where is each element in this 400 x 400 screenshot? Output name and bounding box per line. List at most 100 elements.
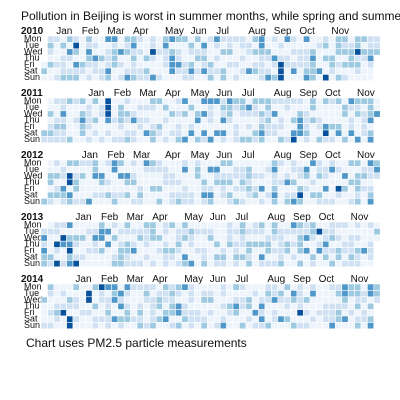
- day-cell: [361, 260, 367, 266]
- day-cell: [310, 68, 316, 74]
- day-cell: [335, 104, 341, 110]
- day-cell: [220, 166, 226, 172]
- day-cell: [118, 166, 124, 172]
- day-cell: [60, 117, 66, 123]
- day-cell: [220, 124, 226, 130]
- day-cell: [355, 297, 361, 303]
- day-cell: [99, 316, 105, 322]
- month-label: Nov: [351, 274, 369, 285]
- day-cell: [188, 136, 194, 142]
- day-cell: [355, 316, 361, 322]
- day-cell: [79, 136, 85, 142]
- day-cell: [182, 228, 188, 234]
- day-cell: [297, 49, 303, 55]
- day-cell: [303, 297, 309, 303]
- day-cell: [111, 192, 117, 198]
- day-cell: [316, 160, 322, 166]
- day-cell: [284, 248, 290, 254]
- day-cell: [156, 62, 162, 68]
- day-cell: [137, 136, 143, 142]
- day-cell: [67, 310, 73, 316]
- day-cell: [143, 254, 149, 260]
- day-cell: [118, 186, 124, 192]
- day-cell: [54, 74, 60, 80]
- day-cell: [92, 111, 98, 117]
- day-cell: [124, 290, 130, 296]
- day-cell: [323, 160, 329, 166]
- day-cell: [156, 316, 162, 322]
- day-cell: [188, 248, 194, 254]
- day-cell: [137, 297, 143, 303]
- day-cell: [259, 297, 265, 303]
- day-cell: [348, 74, 354, 80]
- day-cell: [361, 297, 367, 303]
- day-cell: [291, 42, 297, 48]
- day-cell: [329, 322, 335, 328]
- day-cell: [111, 136, 117, 142]
- day-cell: [355, 290, 361, 296]
- day-cell: [73, 248, 79, 254]
- day-cell: [355, 310, 361, 316]
- day-cell: [361, 228, 367, 234]
- day-cell: [67, 42, 73, 48]
- day-cell: [265, 179, 271, 185]
- day-cell: [54, 130, 60, 136]
- day-cell: [342, 130, 348, 136]
- day-cell: [143, 36, 149, 42]
- day-cell: [99, 136, 105, 142]
- day-cell: [137, 160, 143, 166]
- day-cell: [233, 98, 239, 104]
- day-cell: [47, 130, 53, 136]
- day-cell: [355, 136, 361, 142]
- day-cell: [220, 98, 226, 104]
- day-cell: [355, 173, 361, 179]
- day-cell: [265, 160, 271, 166]
- day-cell: [195, 254, 201, 260]
- day-cell: [361, 111, 367, 117]
- day-cell: [67, 198, 73, 204]
- day-cell: [137, 62, 143, 68]
- day-cell: [291, 241, 297, 247]
- day-cell: [316, 297, 322, 303]
- day-cell: [99, 98, 105, 104]
- day-cell: [335, 310, 341, 316]
- day-cell: [214, 49, 220, 55]
- day-cell: [175, 98, 181, 104]
- day-cell: [156, 186, 162, 192]
- day-cell: [163, 260, 169, 266]
- day-cell: [175, 228, 181, 234]
- day-cell: [303, 42, 309, 48]
- day-cell: [99, 186, 105, 192]
- day-cell: [195, 310, 201, 316]
- day-cell: [335, 130, 341, 136]
- day-cell: [99, 104, 105, 110]
- day-cell: [60, 42, 66, 48]
- day-cell: [233, 260, 239, 266]
- day-cell: [316, 310, 322, 316]
- day-cell: [284, 254, 290, 260]
- day-cell: [201, 284, 207, 290]
- day-cell: [233, 166, 239, 172]
- day-cell: [233, 316, 239, 322]
- day-cell: [259, 49, 265, 55]
- day-cell: [214, 74, 220, 80]
- day-cell: [342, 248, 348, 254]
- month-label: Nov: [357, 88, 375, 99]
- day-cell: [214, 124, 220, 130]
- day-cell: [259, 310, 265, 316]
- day-cell: [220, 136, 226, 142]
- day-cell: [60, 49, 66, 55]
- day-cell: [361, 160, 367, 166]
- day-cell: [361, 186, 367, 192]
- day-cell: [47, 173, 53, 179]
- day-cell: [143, 290, 149, 296]
- day-cell: [259, 117, 265, 123]
- day-cell: [259, 303, 265, 309]
- day-cell: [239, 192, 245, 198]
- day-cell: [316, 290, 322, 296]
- day-cell: [79, 124, 85, 130]
- month-label: Oct: [325, 88, 341, 99]
- day-cell: [182, 68, 188, 74]
- day-cell: [195, 124, 201, 130]
- day-cell: [214, 179, 220, 185]
